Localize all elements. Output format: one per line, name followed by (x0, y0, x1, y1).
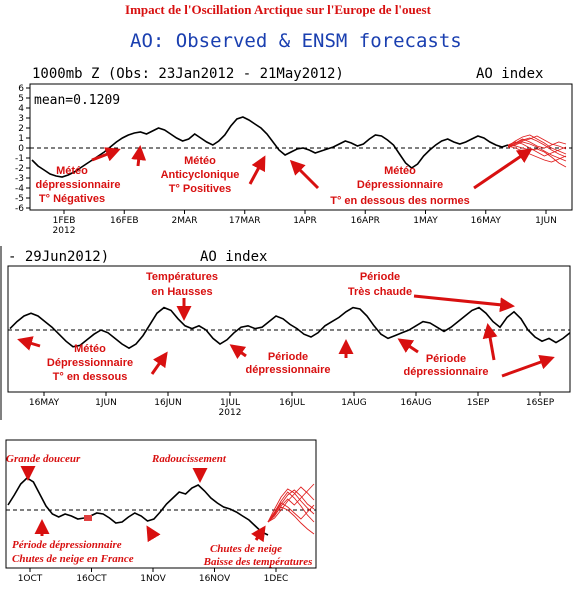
chart-title: AO: Observed & ENSM forecasts (130, 30, 462, 52)
panel2-x-tick-label: 1AUG (341, 398, 366, 408)
panel1-x-tick-label: 16MAY (471, 216, 502, 226)
panel1-forecast-member (507, 134, 567, 155)
panel1-y-tick-label: 0 (18, 144, 24, 154)
panel1-frame (29, 83, 573, 211)
panel1-y-tick-label: -3 (15, 174, 24, 184)
panel2-x-tick-label: 2012 (219, 408, 242, 418)
panel1-forecast-member (507, 138, 567, 149)
annotation-p1-depression-negative: Météo dépressionnaire T° Négatives (36, 165, 121, 205)
panel1-x-tick-label: 1APR (293, 216, 317, 226)
panel2-x-tick-label: 16JUN (154, 398, 181, 408)
panel2-frame (7, 265, 571, 393)
panel1-y-tick-label: 5 (18, 94, 24, 104)
panel3-forecast-member (267, 483, 315, 523)
panel3-forecast (267, 483, 315, 535)
panel1-y-tick-label: -1 (15, 154, 24, 164)
panel2-x-tick-label: 16JUL (279, 398, 305, 408)
annotation-p2-very-hot: Période Très chaude (348, 271, 412, 298)
panel3-arrows (20, 466, 266, 543)
panel2-arrows (17, 294, 555, 378)
panel3-forecast-member (267, 502, 315, 523)
panel3-ao-line (7, 476, 269, 536)
annotation-p2-temperatures-rising: Températures en Hausses (146, 271, 218, 298)
panel1-arrows (91, 145, 533, 190)
panel1-x-tick-label: 17MAR (229, 216, 261, 226)
annotation-p3-warming: Radoucissement (151, 453, 227, 465)
panel1-y-tick-label: 3 (18, 114, 24, 124)
panel2-x-tick-label: 16MAY (29, 398, 60, 408)
panel2-subtitle: - 29Jun2012) (8, 249, 110, 265)
panel3-forecast-member (267, 489, 315, 523)
panel2-index-label: AO index (200, 249, 268, 265)
panel1-forecast (507, 134, 567, 168)
panel1-y-tick-label: -6 (15, 204, 24, 214)
panel1-y-tick-label: 6 (18, 84, 24, 94)
annotation-p1-depression-below: Météo Dépressionnaire T° en dessous des no… (330, 165, 470, 207)
panel1-x-tick-label: 1JUN (535, 216, 557, 226)
panel1-x-tick-label: 16FEB (110, 216, 139, 226)
panel1-forecast-member (507, 135, 567, 150)
annotation-p3-period-depression: Période dépressionnaire Chutes de neige e… (12, 539, 134, 565)
panel3-x-tick-label: 1DEC (264, 574, 289, 584)
annotation-p1-anticyclonic: Météo Anticyclonique T° Positives (161, 155, 240, 195)
panel3-x-tick-label: 16NOV (199, 574, 231, 584)
panel1-y-tick-label: -2 (15, 164, 24, 174)
panel3-x-axis: 1OCT 16OCT 1NOV 16NOV 1DEC (18, 568, 289, 584)
annotation-p3-snow: Chutes de neige Baisse des températures (203, 543, 313, 568)
panel1-x-tick-label: 2012 (53, 226, 76, 236)
panel1-x-tick-label: 1MAY (413, 216, 438, 226)
highlight-mark (84, 515, 92, 521)
panel1-y-tick-label: 2 (18, 124, 24, 134)
annotation-p3-mild: Grande douceur (6, 453, 81, 465)
panel2-x-tick-label: 16AUG (400, 398, 431, 408)
panel1-y-tick-label: 4 (18, 104, 24, 114)
panel3-x-tick-label: 16OCT (76, 574, 107, 584)
panel2-ao-line (9, 306, 571, 350)
panel2-x-tick-label: 1SEP (467, 398, 490, 408)
panel1-y-tick-label: -5 (15, 194, 24, 204)
panel1-forecast-member (507, 141, 567, 162)
annotation-p2-period-depression-2: Période dépressionnaire (404, 353, 489, 378)
panel1-y-tick-label: 1 (18, 134, 24, 144)
panel3-frame (5, 439, 317, 569)
panel1-x-tick-label: 1FEB (53, 216, 76, 226)
panel1-forecast-member (507, 144, 567, 168)
panel1-x-tick-label: 2MAR (172, 216, 198, 226)
panel3-x-tick-label: 1OCT (18, 574, 43, 584)
panel1-index-label: AO index (476, 66, 544, 82)
panel2-x-tick-label: 1JUN (95, 398, 117, 408)
annotation-p2-depression-below: Météo Dépressionnaire T° en dessous (47, 343, 133, 383)
panel3-x-tick-label: 1NOV (140, 574, 166, 584)
panel1-subtitle: 1000mb Z (Obs: 23Jan2012 - 21May2012) (32, 66, 344, 82)
annotation-p2-period-depression-1: Période dépressionnaire (246, 351, 331, 376)
panel1-ao-line (31, 116, 509, 178)
panel2-x-tick-label: 16SEP (526, 398, 555, 408)
panel2-x-tick-label: 1JUL (220, 398, 240, 408)
main-title: Impact de l'Oscillation Arctique sur l'E… (125, 2, 431, 17)
panel1-x-tick-label: 16APR (351, 216, 380, 226)
panel1-y-tick-label: -4 (15, 184, 24, 194)
panel3-forecast-member (267, 488, 315, 523)
mean-label: mean=0.1209 (34, 93, 120, 108)
